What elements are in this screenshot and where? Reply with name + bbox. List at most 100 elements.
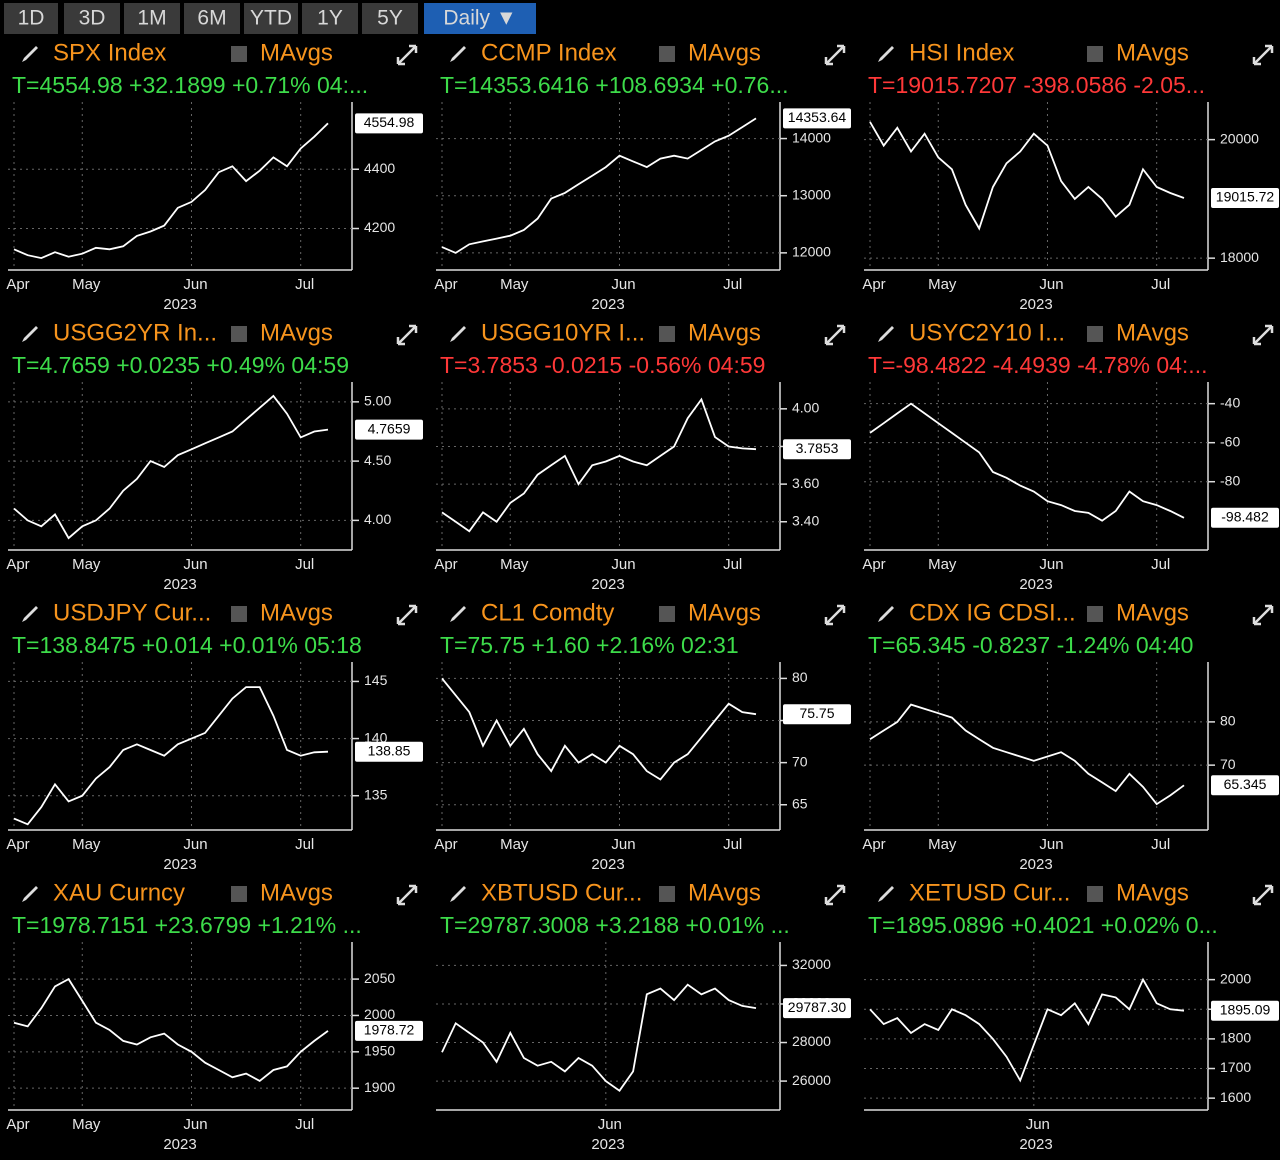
edit-icon[interactable]	[450, 606, 466, 622]
mavgs-label[interactable]: MAvgs	[1116, 319, 1189, 346]
expand-icon[interactable]	[824, 604, 846, 626]
y-tick-label: 18000	[1220, 249, 1259, 265]
mavgs-checkbox[interactable]	[659, 46, 675, 62]
expand-icon[interactable]	[396, 604, 418, 626]
mavgs-label[interactable]: MAvgs	[1116, 879, 1189, 906]
last-value-label: 65.345	[1224, 776, 1267, 792]
mavgs-checkbox[interactable]	[1087, 326, 1103, 342]
edit-icon[interactable]	[22, 326, 38, 342]
expand-icon[interactable]	[824, 324, 846, 346]
toolbar-button-label[interactable]: 1M	[137, 7, 166, 30]
x-tick-label: May	[500, 276, 529, 293]
mavgs-checkbox[interactable]	[1087, 46, 1103, 62]
edit-icon[interactable]	[450, 326, 466, 342]
mavgs-checkbox[interactable]	[231, 326, 247, 342]
last-value-label: 29787.30	[788, 999, 847, 1015]
panel-title[interactable]: USGG2YR In...	[53, 319, 217, 346]
expand-icon[interactable]	[1252, 324, 1274, 346]
toolbar-button[interactable]	[362, 3, 418, 34]
panel-title[interactable]: XAU Curncy	[53, 879, 185, 906]
mavgs-checkbox[interactable]	[659, 886, 675, 902]
panel-title[interactable]: CCMP Index	[481, 39, 617, 66]
mavgs-label[interactable]: MAvgs	[1116, 39, 1189, 66]
panel-title[interactable]: HSI Index	[909, 39, 1014, 66]
toolbar-button-label[interactable]: 3D	[79, 7, 106, 30]
expand-icon[interactable]	[1252, 44, 1274, 66]
x-axis-year: 2023	[163, 1136, 196, 1153]
x-tick-label: Jul	[295, 1116, 314, 1133]
last-value-label: 138.85	[368, 742, 411, 758]
mavgs-checkbox[interactable]	[1087, 606, 1103, 622]
x-tick-label: Jul	[723, 556, 742, 573]
edit-icon[interactable]	[450, 886, 466, 902]
toolbar-button[interactable]	[124, 3, 180, 34]
panel-title[interactable]: CDX IG CDSI...	[909, 599, 1076, 626]
toolbar-button[interactable]	[184, 3, 240, 34]
expand-icon[interactable]	[396, 44, 418, 66]
edit-icon[interactable]	[878, 886, 894, 902]
panel-title[interactable]: XBTUSD Cur...	[481, 879, 642, 906]
y-tick-label: 26000	[792, 1072, 831, 1088]
toolbar-button[interactable]	[4, 3, 58, 34]
last-value-box	[355, 741, 423, 762]
price-line	[13, 394, 329, 540]
panel-title[interactable]: USYC2Y10 I...	[909, 319, 1065, 346]
expand-icon[interactable]	[824, 44, 846, 66]
panel-title[interactable]: XETUSD Cur...	[909, 879, 1070, 906]
last-value-label: 75.75	[799, 705, 834, 721]
last-value-box	[1211, 1000, 1279, 1021]
y-tick-label: 2050	[364, 970, 395, 986]
y-tick-label: -40	[1220, 394, 1240, 410]
mavgs-label[interactable]: MAvgs	[688, 599, 761, 626]
mavgs-checkbox[interactable]	[659, 606, 675, 622]
quote-line: T=-98.4822 -4.4939 -4.78% 04:...	[868, 352, 1207, 378]
price-line	[869, 977, 1185, 1083]
mavgs-label[interactable]: MAvgs	[260, 879, 333, 906]
mavgs-label[interactable]: MAvgs	[688, 39, 761, 66]
toolbar-button[interactable]	[424, 3, 536, 34]
toolbar-button-label[interactable]: 1Y	[317, 7, 343, 30]
mavgs-label[interactable]: MAvgs	[260, 599, 333, 626]
x-tick-label: Apr	[862, 836, 885, 853]
toolbar-button-label[interactable]: 6M	[197, 7, 226, 30]
mavgs-label[interactable]: MAvgs	[260, 39, 333, 66]
toolbar-button[interactable]	[64, 3, 120, 34]
edit-icon[interactable]	[22, 606, 38, 622]
expand-icon[interactable]	[1252, 884, 1274, 906]
panel-title[interactable]: CL1 Comdty	[481, 599, 614, 626]
mavgs-checkbox[interactable]	[659, 326, 675, 342]
expand-icon[interactable]	[824, 884, 846, 906]
mavgs-checkbox[interactable]	[231, 886, 247, 902]
edit-icon[interactable]	[878, 326, 894, 342]
mavgs-checkbox[interactable]	[231, 606, 247, 622]
mavgs-checkbox[interactable]	[1087, 886, 1103, 902]
mavgs-label[interactable]: MAvgs	[688, 319, 761, 346]
edit-icon[interactable]	[22, 46, 38, 62]
expand-icon[interactable]	[1252, 604, 1274, 626]
edit-icon[interactable]	[450, 46, 466, 62]
mavgs-label[interactable]: MAvgs	[260, 319, 333, 346]
toolbar-button-label[interactable]: YTD	[250, 7, 292, 30]
edit-icon[interactable]	[22, 886, 38, 902]
edit-icon[interactable]	[878, 46, 894, 62]
expand-icon[interactable]	[396, 324, 418, 346]
edit-icon[interactable]	[878, 606, 894, 622]
mavgs-label[interactable]: MAvgs	[688, 879, 761, 906]
expand-icon[interactable]	[396, 884, 418, 906]
toolbar-button-label[interactable]: Daily ▼	[443, 7, 516, 30]
toolbar-button-label[interactable]: 5Y	[377, 7, 403, 30]
price-line	[13, 122, 329, 260]
toolbar-button[interactable]	[244, 3, 298, 34]
panel-title[interactable]: SPX Index	[53, 39, 166, 66]
x-axis-year: 2023	[1019, 856, 1052, 873]
last-value-box	[783, 439, 851, 460]
toolbar-button-label[interactable]: 1D	[18, 7, 45, 30]
mavgs-checkbox[interactable]	[231, 46, 247, 62]
panel-title[interactable]: USDJPY Cur...	[53, 599, 211, 626]
price-line	[869, 402, 1185, 522]
x-tick-label: Jul	[723, 836, 742, 853]
toolbar-button[interactable]	[302, 3, 358, 34]
panel-title[interactable]: USGG10YR I...	[481, 319, 645, 346]
quote-line: T=3.7853 -0.0215 -0.56% 04:59	[440, 352, 765, 378]
mavgs-label[interactable]: MAvgs	[1116, 599, 1189, 626]
